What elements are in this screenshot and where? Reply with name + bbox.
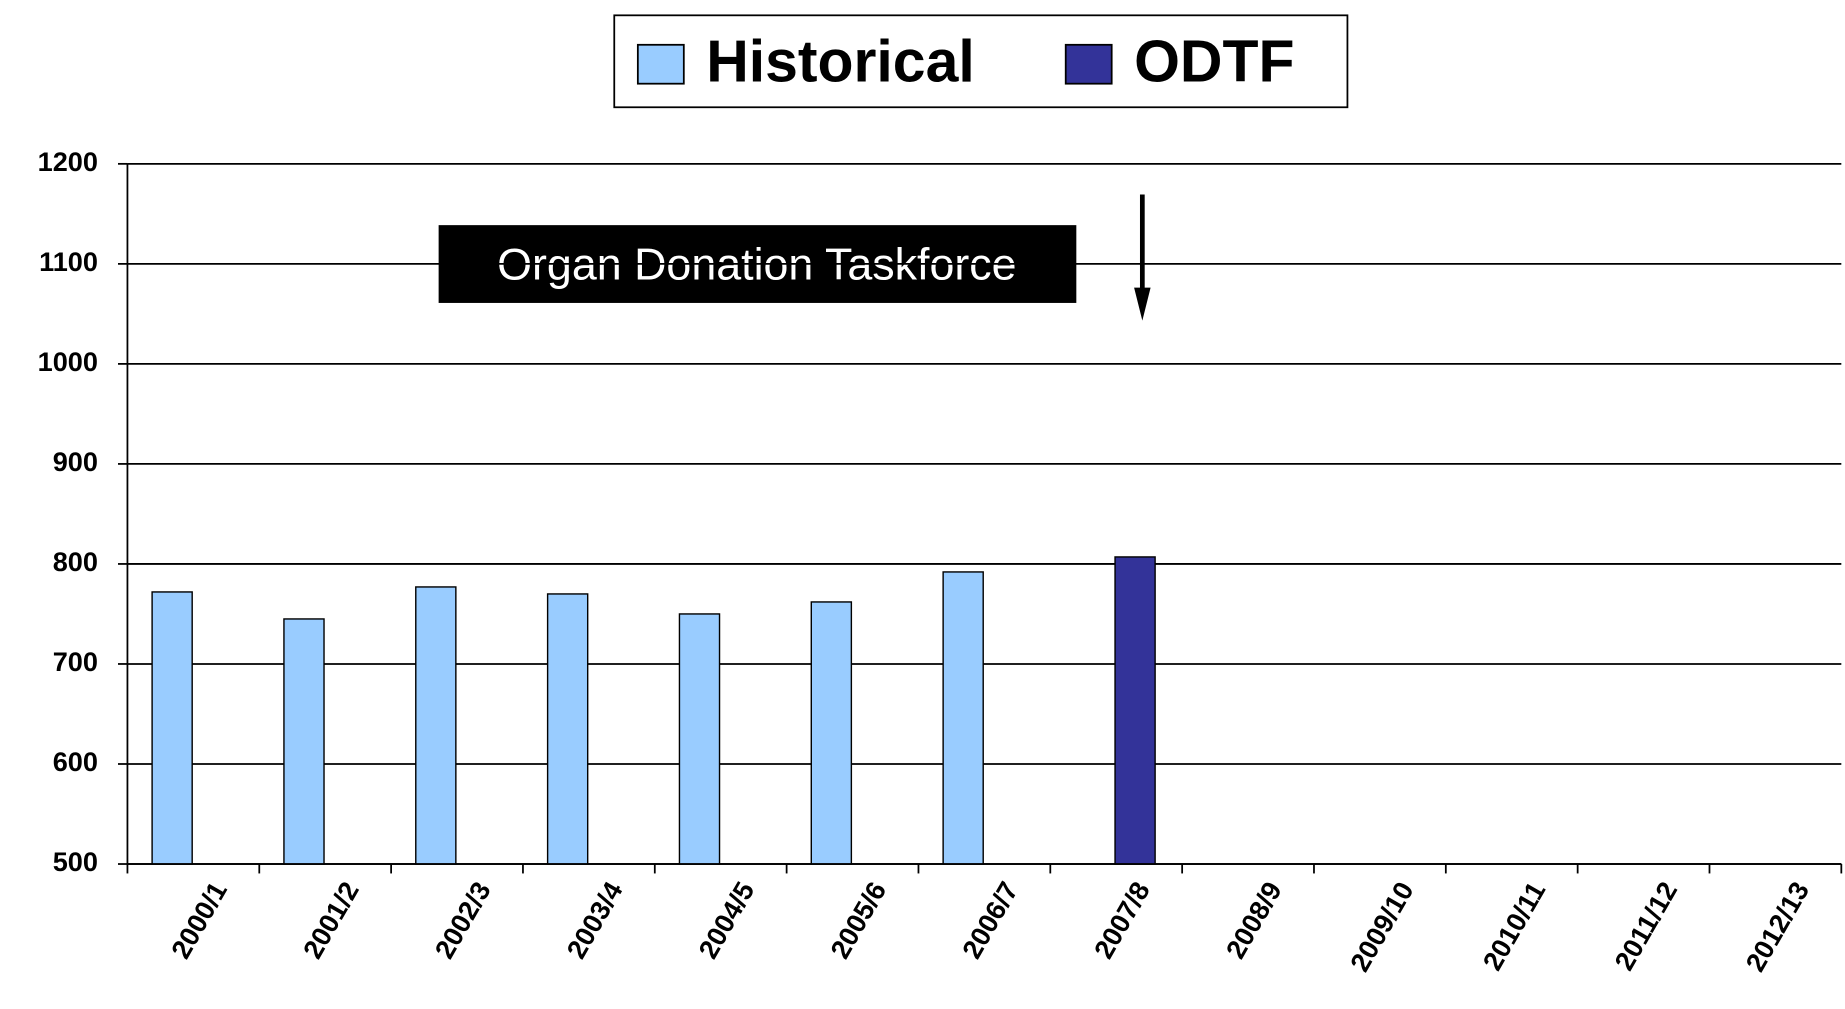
x-tick-label: 2006/7 [956, 876, 1024, 963]
x-tick-label: 2002/3 [428, 876, 496, 963]
bar [1114, 556, 1156, 865]
y-tick-label: 700 [53, 646, 98, 677]
legend-label: ODTF [1134, 30, 1294, 95]
y-tick-label: 600 [53, 746, 98, 777]
x-tick-label: 2004/5 [692, 876, 760, 963]
y-tick-label: 800 [53, 546, 98, 577]
y-tick-label: 500 [53, 846, 98, 877]
y-tick-label: 1100 [39, 246, 98, 277]
bar [151, 591, 193, 865]
legend-swatch [1064, 43, 1113, 85]
bar [283, 618, 325, 865]
x-tick-label: 2001/2 [297, 876, 365, 963]
y-tick-label: 1200 [38, 146, 98, 177]
x-tick-label: 2005/6 [824, 876, 892, 963]
x-tick-label: 2011/12 [1608, 876, 1683, 975]
bar [810, 601, 853, 865]
bar [678, 613, 721, 865]
x-tick-label: 2008/9 [1219, 876, 1287, 963]
legend-box [613, 14, 1349, 109]
bar [546, 593, 589, 865]
x-tick-label: 2009/10 [1344, 876, 1420, 976]
annotation-arrowhead [1134, 287, 1151, 321]
x-tick-label: 2010/11 [1476, 876, 1551, 975]
legend-swatch [636, 43, 685, 85]
bar [415, 586, 457, 865]
legend-label: Historical [706, 30, 975, 95]
x-tick-label: 2003/4 [560, 876, 628, 963]
x-tick-label: 2007/8 [1088, 876, 1156, 963]
bar [942, 571, 984, 865]
y-tick-label: 1000 [38, 346, 98, 377]
x-tick-label: 2000/1 [165, 876, 233, 963]
y-tick-label: 900 [53, 446, 98, 477]
x-tick-label: 2012/13 [1739, 876, 1815, 976]
